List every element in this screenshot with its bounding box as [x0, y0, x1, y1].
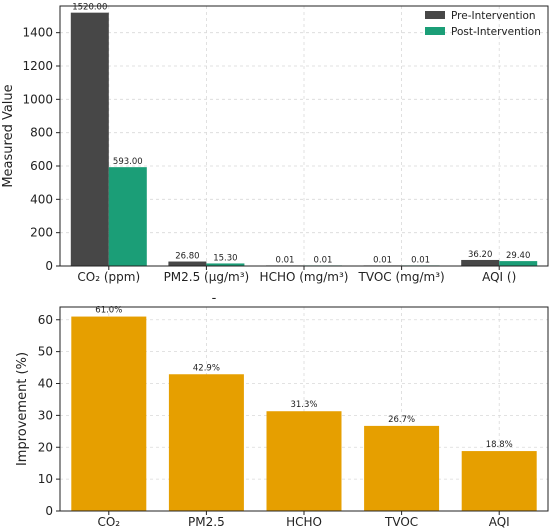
legend-swatch: [425, 27, 445, 35]
bar-post: [206, 263, 245, 266]
bar-pre: [70, 12, 109, 266]
bar-value-label: 31.3%: [290, 400, 317, 410]
legend: Pre-Intervention Post-Intervention: [425, 10, 541, 38]
bar-value-label: 0.01: [373, 255, 392, 265]
plot-frame: [59, 306, 549, 512]
y-tick-label: 1000: [22, 92, 53, 106]
legend-swatch: [425, 11, 445, 19]
bar-improvement: [71, 316, 147, 511]
bar-value-label: 0.01: [276, 255, 295, 265]
bar-post: [499, 261, 538, 266]
legend-label: Pre-Intervention: [451, 10, 536, 22]
y-axis-title: Improvement (%): [15, 352, 30, 466]
x-tick-label: PM2.5 (µg/m³): [164, 270, 250, 284]
x-tick-label: HCHO (mg/m³): [260, 270, 349, 284]
y-tick-label: 1400: [22, 26, 53, 40]
bar-improvement: [168, 374, 244, 511]
bar-improvement: [364, 425, 440, 511]
y-axis-title: Measured Value: [1, 84, 16, 187]
y-tick-label: 60: [38, 313, 53, 327]
bar-pre: [168, 261, 207, 266]
chart-title: -: [212, 291, 217, 306]
bars: [71, 316, 537, 511]
data-labels: 61.0% 42.9% 31.3% 26.7% 18.8%: [95, 306, 512, 451]
bar-value-label: 42.9%: [193, 363, 220, 373]
y-tick-label: 50: [38, 345, 53, 359]
x-tick-label: TVOC (mg/m³): [358, 270, 445, 284]
bar-value-label: 26.7%: [388, 415, 415, 425]
bar-value-label: 36.20: [468, 250, 492, 260]
y-tick-label: 200: [30, 226, 53, 240]
x-tick-label: PM2.5: [188, 515, 225, 528]
x-tick-label: CO₂: [97, 515, 120, 528]
y-tick-label: 800: [30, 126, 53, 140]
y-tick-label: 0: [45, 504, 53, 518]
y-tick-label: 0: [45, 259, 53, 273]
y-tick-label: 20: [38, 440, 53, 454]
x-tick-labels: CO₂ PM2.5 HCHO TVOC AQI: [97, 511, 510, 528]
bar-value-label: 0.01: [314, 255, 333, 265]
plot-frame: [59, 5, 549, 267]
bar-improvement: [266, 411, 342, 511]
bar-pre: [461, 259, 500, 266]
bar-value-label: 18.8%: [486, 440, 513, 450]
y-tick-label: 30: [38, 408, 53, 422]
data-labels: 1520.00 593.00 26.80 15.30 0.01 0.01 0.01 0.01 3…: [72, 3, 530, 266]
bar-value-label: 1520.00: [72, 3, 107, 13]
bar-value-label: 15.30: [213, 253, 237, 263]
y-tick-labels: 0 10 20 30 40 50 60: [38, 313, 60, 518]
x-tick-label: HCHO: [286, 515, 322, 528]
bar-post: [108, 167, 147, 266]
y-tick-label: 400: [30, 192, 53, 206]
x-tick-label: CO₂ (ppm): [77, 270, 140, 284]
y-tick-labels: 0 200 400 600 800 1000 1200 1400: [22, 26, 60, 273]
x-tick-labels: CO₂ (ppm) PM2.5 (µg/m³) HCHO (mg/m³) TVOC (…: [77, 266, 516, 284]
x-tick-label: TVOC: [384, 515, 418, 528]
y-tick-label: 40: [38, 377, 53, 391]
y-tick-label: 600: [30, 159, 53, 173]
bar-value-label: 26.80: [175, 252, 199, 262]
legend-label: Post-Intervention: [451, 26, 541, 38]
x-tick-label: AQI (): [482, 270, 516, 284]
bar-improvement: [461, 451, 537, 511]
bar-value-label: 29.40: [506, 251, 530, 261]
bar-value-label: 0.01: [411, 255, 430, 265]
chart-improvement: - 61.0% 42.9% 31.3% 26.7% 18.8% 0 10 20 30 40 50 6…: [15, 291, 549, 528]
x-tick-label: AQI: [489, 515, 510, 528]
bar-value-label: 593.00: [113, 157, 143, 167]
bar-value-label: 61.0%: [95, 306, 122, 316]
y-tick-label: 1200: [22, 59, 53, 73]
chart-measured-values: 1520.00 593.00 26.80 15.30 0.01 0.01 0.01 0.01 3…: [1, 3, 549, 284]
y-tick-label: 10: [38, 472, 53, 486]
